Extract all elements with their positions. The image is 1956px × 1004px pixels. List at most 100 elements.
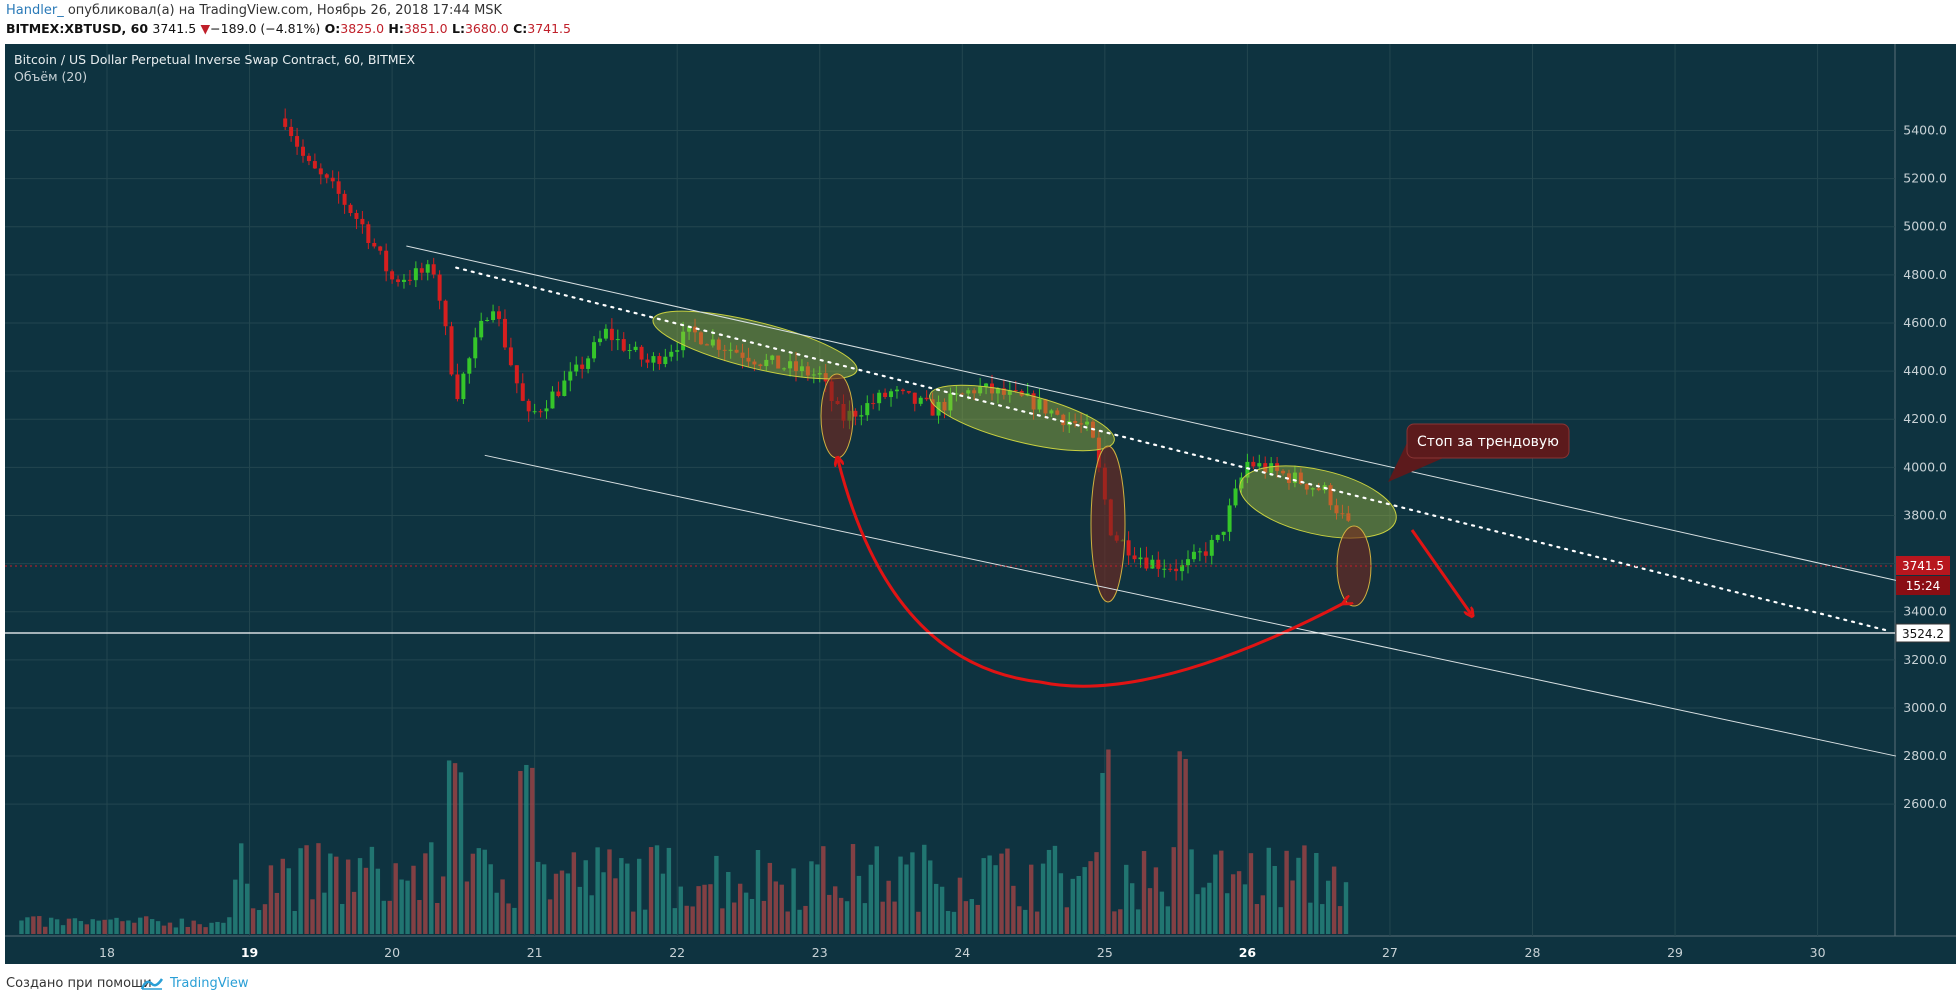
candle-body bbox=[485, 319, 490, 321]
volume-bar bbox=[957, 877, 963, 934]
volume-bar bbox=[732, 902, 737, 934]
candle-body bbox=[538, 411, 543, 413]
symbol-label[interactable]: BITMEX:XBTUSD, 60 bbox=[6, 21, 149, 36]
chart-header: Handler_ опубликовал(а) на TradingView.c… bbox=[0, 0, 1956, 44]
volume-bar bbox=[815, 864, 820, 934]
volume-bar bbox=[209, 922, 214, 934]
volume-bar bbox=[1314, 853, 1319, 934]
volume-bar bbox=[446, 760, 452, 934]
time-tick-label: 21 bbox=[527, 945, 543, 960]
volume-bar bbox=[250, 908, 256, 934]
candle-body bbox=[799, 366, 804, 371]
candle-body bbox=[740, 352, 745, 358]
price-tick-label: 4000.0 bbox=[1903, 459, 1947, 474]
curved-arrow[interactable] bbox=[838, 460, 1346, 688]
volume-bar bbox=[577, 886, 582, 934]
volume-bar bbox=[945, 910, 951, 934]
candle-body bbox=[639, 346, 644, 360]
volume-bar bbox=[963, 901, 969, 934]
candle-body bbox=[580, 364, 585, 369]
candle-body bbox=[782, 368, 787, 370]
candle-body bbox=[918, 397, 923, 404]
candle-body bbox=[1096, 437, 1101, 468]
candle-body bbox=[443, 300, 448, 327]
time-axis-background[interactable] bbox=[5, 936, 1956, 964]
annotation-arrows bbox=[838, 460, 1471, 688]
ellipse-drop-1[interactable] bbox=[820, 373, 854, 459]
volume-bar bbox=[357, 858, 363, 934]
chart-area[interactable]: 5400.0 5200.0 5000.0 4800.0 4600.0 4400.0 4200… bbox=[0, 44, 1956, 964]
annotation-callout[interactable]: Стоп за трендовую bbox=[1388, 423, 1570, 482]
price-axis-background[interactable] bbox=[1895, 44, 1956, 936]
candle-body bbox=[289, 126, 294, 137]
candle-body bbox=[1203, 551, 1208, 556]
volume-bar bbox=[631, 911, 636, 934]
candle-body bbox=[1233, 488, 1238, 506]
price-tick-label: 4600.0 bbox=[1903, 315, 1947, 330]
candle-body bbox=[526, 400, 531, 412]
volume-bar bbox=[601, 872, 606, 934]
volume-bar bbox=[274, 892, 280, 934]
volume-bar bbox=[642, 909, 648, 934]
candle-body bbox=[877, 392, 882, 404]
volume-bar bbox=[298, 848, 303, 934]
volume-bar bbox=[928, 860, 933, 934]
volume-bar bbox=[1225, 893, 1230, 934]
volume-bar bbox=[767, 862, 773, 934]
price-chart[interactable]: 5400.0 5200.0 5000.0 4800.0 4600.0 4400.0 4200… bbox=[0, 44, 1956, 964]
candle-body bbox=[889, 391, 894, 398]
candle-body bbox=[912, 392, 917, 404]
volume-bar bbox=[553, 873, 559, 934]
volume-bar bbox=[595, 847, 600, 934]
volume-bar bbox=[1337, 906, 1343, 934]
candle-body bbox=[479, 320, 484, 338]
candle-body bbox=[1257, 463, 1262, 467]
candle-body bbox=[1156, 559, 1161, 569]
volume-bar bbox=[1260, 895, 1266, 934]
ellipse-consolidation-1[interactable] bbox=[648, 297, 863, 392]
volume-bar bbox=[530, 767, 535, 934]
price-tick-label: 4400.0 bbox=[1903, 363, 1947, 378]
candle-body bbox=[793, 361, 798, 371]
volume-bar bbox=[999, 853, 1004, 934]
volume-bar bbox=[37, 916, 42, 934]
candle-body bbox=[811, 374, 816, 376]
candle-body bbox=[425, 264, 430, 273]
ellipse-drop-2[interactable] bbox=[1090, 445, 1126, 603]
candle-body bbox=[698, 332, 703, 345]
candle-body bbox=[716, 339, 721, 350]
candle-body bbox=[1197, 551, 1202, 553]
candle-body bbox=[621, 339, 626, 351]
volume-legend[interactable]: Объём (20) bbox=[14, 69, 87, 84]
candle-body bbox=[1085, 421, 1090, 425]
down-arrow[interactable] bbox=[1410, 529, 1471, 614]
tradingview-link[interactable]: TradingView bbox=[170, 976, 249, 991]
price-tick-label: 2800.0 bbox=[1903, 748, 1947, 763]
volume-bar bbox=[423, 853, 428, 934]
volume-bar bbox=[702, 884, 707, 934]
candle-body bbox=[348, 204, 353, 214]
volume-bar bbox=[1308, 902, 1313, 934]
volume-bar bbox=[1141, 851, 1147, 934]
author-link[interactable]: Handler_ bbox=[6, 3, 64, 18]
volume-bar bbox=[19, 920, 24, 934]
ellipse-consolidation-2[interactable] bbox=[924, 372, 1120, 465]
volume-bar bbox=[904, 864, 909, 934]
time-tick-label: 25 bbox=[1097, 945, 1113, 960]
tradingview-logo-icon[interactable] bbox=[140, 976, 164, 992]
volume-bar bbox=[161, 925, 167, 934]
candle-body bbox=[497, 311, 502, 319]
volume-bar bbox=[375, 868, 381, 934]
horizontal-level[interactable]: 3524.2 bbox=[5, 623, 1951, 643]
candle-body bbox=[1174, 568, 1179, 572]
candle-body bbox=[942, 401, 947, 411]
price-tick-label: 3200.0 bbox=[1903, 652, 1947, 667]
volume-bar bbox=[726, 871, 731, 934]
open-value: 3825.0 bbox=[340, 21, 385, 36]
volume-bar bbox=[239, 843, 244, 934]
ohlc-line: BITMEX:XBTUSD, 60 3741.5 ▼−189.0 (−4.81%… bbox=[6, 21, 571, 36]
volume-bar bbox=[832, 886, 838, 934]
volume-bar bbox=[541, 864, 547, 934]
volume-bar bbox=[1183, 758, 1188, 934]
callout-text: Стоп за трендовую bbox=[1417, 434, 1559, 450]
